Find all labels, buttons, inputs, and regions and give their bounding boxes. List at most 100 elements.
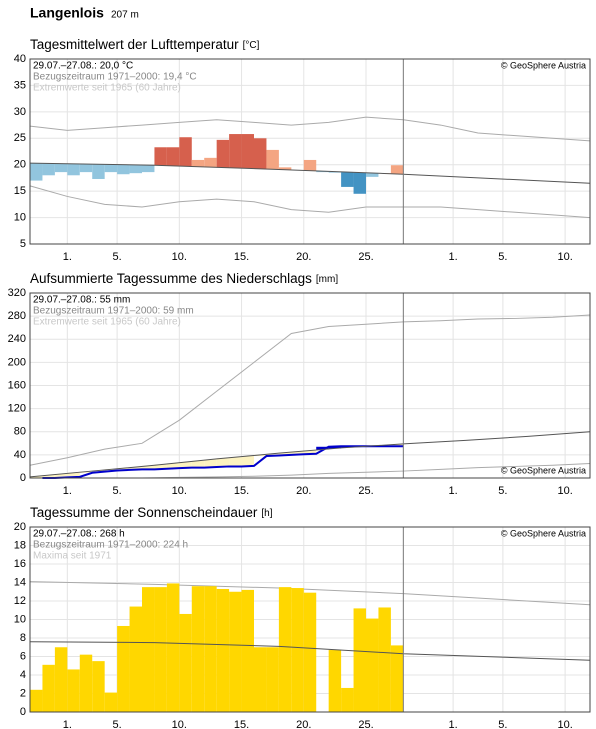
bar [216, 139, 230, 168]
y-tick-label: 10 [14, 613, 26, 625]
note: Bezugszeitraum 1971–2000: 19,4 °C [33, 72, 197, 83]
bar [254, 138, 267, 169]
x-tick-label: 1. [449, 251, 458, 263]
bar [154, 587, 167, 712]
x-tick-label: 25. [358, 251, 373, 263]
deficit-area [254, 454, 267, 457]
bar [328, 650, 342, 712]
extreme-line [29, 116, 591, 142]
bar [191, 586, 205, 712]
bar [341, 687, 354, 712]
x-tick-label: 5. [498, 251, 507, 263]
x-tick-label: 15. [234, 485, 249, 497]
bar [390, 645, 404, 712]
bar [92, 661, 105, 712]
bar [216, 588, 230, 712]
chart-unit: [°C] [243, 40, 260, 51]
bar [117, 164, 130, 175]
deficit-area [179, 462, 192, 468]
y-tick-label: 0 [20, 472, 26, 484]
x-tick-label: 1. [63, 485, 72, 497]
bar [278, 587, 292, 712]
plot-frame [29, 58, 591, 245]
bar [366, 618, 379, 712]
bar [366, 173, 379, 177]
bar [353, 172, 366, 194]
y-tick-label: 120 [8, 403, 26, 415]
bar [129, 164, 142, 174]
bar [129, 606, 142, 712]
x-tick-label: 5. [113, 485, 122, 497]
x-tick-label: 15. [234, 251, 249, 263]
bar [42, 163, 55, 176]
deficit-area [278, 452, 292, 455]
plot-frame [29, 292, 591, 479]
note: Maxima seit 1971 [33, 551, 112, 562]
chart-unit: [mm] [316, 274, 338, 285]
bar [303, 592, 317, 712]
x-tick-label: 5. [498, 485, 507, 497]
bar [390, 165, 404, 174]
y-tick-label: 80 [14, 426, 26, 438]
y-tick-label: 6 [20, 650, 26, 662]
x-tick-label: 20. [296, 485, 311, 497]
bar [341, 172, 354, 187]
y-tick-label: 35 [14, 79, 26, 91]
deficit-area [67, 472, 80, 477]
y-tick-label: 15 [14, 185, 26, 197]
x-tick-label: 1. [63, 719, 72, 729]
precipitation-line [42, 445, 404, 479]
bar [166, 147, 180, 166]
station-name: Langenlois [30, 5, 104, 21]
bar [291, 588, 304, 712]
bar [241, 589, 254, 712]
deficit-area [216, 458, 230, 467]
deficit-area [291, 451, 304, 455]
chart-title: Tagesmittelwert der Lufttemperatur [°C] [30, 37, 260, 52]
x-tick-label: 15. [234, 719, 249, 729]
deficit-area [117, 468, 130, 470]
deficit-area [129, 467, 142, 470]
plot-frame [29, 526, 591, 713]
station-elevation: 207 m [111, 10, 139, 21]
note: Bezugszeitraum 1971–2000: 59 mm [33, 306, 194, 317]
normal-line [29, 641, 591, 661]
y-tick-label: 280 [8, 310, 26, 322]
deficit-area [142, 465, 155, 470]
bar [229, 591, 242, 712]
deficit-area [154, 464, 167, 469]
x-tick-label: 10. [557, 485, 572, 497]
y-tick-label: 20 [14, 159, 26, 171]
bar [30, 163, 43, 181]
bar [79, 164, 93, 173]
y-tick-label: 16 [14, 558, 26, 570]
bar [79, 654, 93, 712]
bar [154, 147, 167, 166]
deficit-area [54, 473, 68, 478]
x-tick-label: 25. [358, 485, 373, 497]
copyright: © GeoSphere Austria [501, 465, 586, 475]
chart-title-text: Tagessumme der Sonnenscheindauer [30, 505, 258, 520]
bar [104, 164, 118, 173]
x-tick-label: 10. [557, 251, 572, 263]
x-tick-label: 20. [296, 719, 311, 729]
x-tick-label: 5. [113, 251, 122, 263]
y-tick-label: 5 [20, 238, 26, 250]
copyright: © GeoSphere Austria [501, 60, 586, 70]
bar [42, 664, 55, 712]
bar [104, 692, 118, 712]
bar [92, 164, 105, 179]
normal-line [29, 162, 591, 184]
x-tick-label: 10. [557, 719, 572, 729]
y-tick-label: 18 [14, 539, 26, 551]
bar [204, 586, 217, 712]
bar [30, 689, 43, 712]
bar [266, 647, 279, 712]
y-tick-label: 12 [14, 595, 26, 607]
bar [179, 613, 192, 712]
chart-unit: [h] [261, 508, 272, 519]
y-tick-label: 8 [20, 632, 26, 644]
bar [303, 159, 317, 171]
x-tick-label: 10. [172, 485, 187, 497]
